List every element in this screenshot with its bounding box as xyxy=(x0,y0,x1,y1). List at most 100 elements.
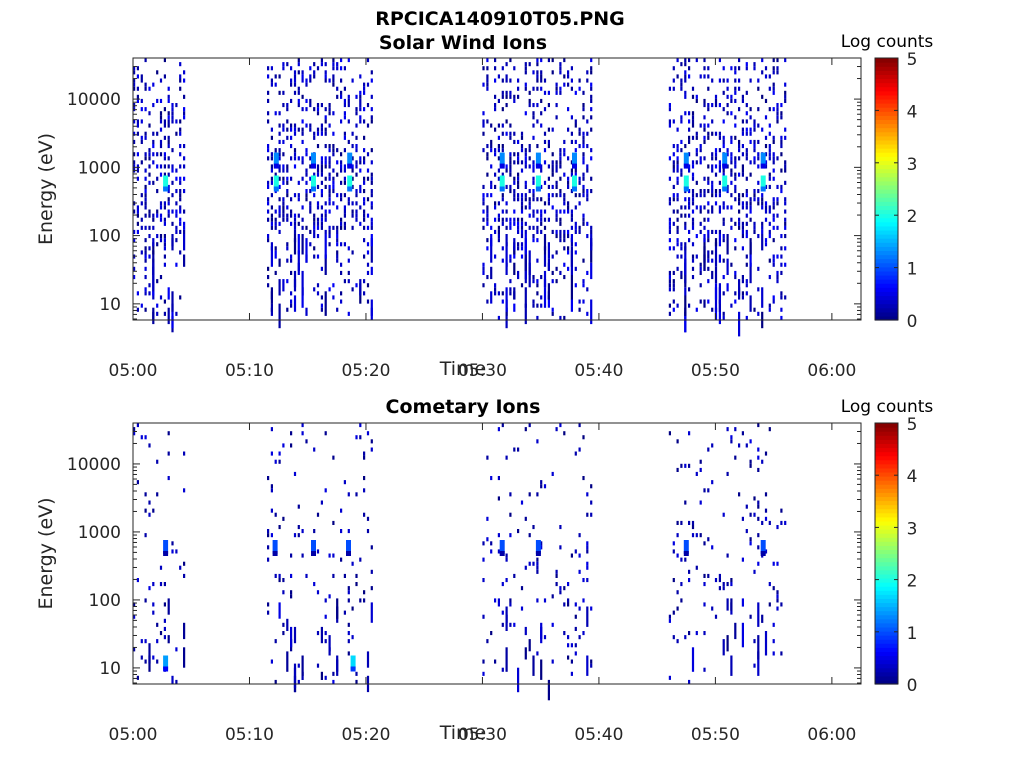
count-cell xyxy=(590,242,593,263)
count-cell xyxy=(551,70,554,75)
count-cell xyxy=(171,234,174,251)
count-cell xyxy=(144,291,147,296)
count-cell xyxy=(772,70,775,75)
count-cell xyxy=(171,164,174,169)
colorbar-swatch xyxy=(875,229,898,235)
count-cell xyxy=(547,201,550,206)
count-cell xyxy=(343,148,346,153)
count-cell xyxy=(136,152,139,157)
count-cell xyxy=(167,139,170,144)
count-cell xyxy=(684,70,687,75)
count-cell xyxy=(316,254,320,259)
count-cell xyxy=(730,439,733,444)
count-cell xyxy=(278,573,281,578)
count-cell xyxy=(532,103,535,108)
colorbar-tick-label: 0 xyxy=(907,312,918,332)
count-cell xyxy=(741,246,744,251)
count-cell xyxy=(672,635,675,640)
count-cell xyxy=(726,205,729,210)
count-cell xyxy=(745,205,748,210)
count-cell xyxy=(332,144,335,149)
count-cell xyxy=(582,107,585,112)
peak-cell xyxy=(760,152,766,167)
count-cell xyxy=(293,123,297,128)
count-cell xyxy=(695,152,698,157)
count-cell xyxy=(745,90,748,95)
colorbar-swatch xyxy=(875,82,898,88)
count-cell xyxy=(688,578,691,583)
count-cell xyxy=(668,287,671,292)
count-cell xyxy=(722,582,725,587)
count-cell xyxy=(183,156,186,161)
count-cell xyxy=(676,148,679,153)
colorbar-swatch xyxy=(875,549,898,555)
count-cell xyxy=(780,144,783,149)
count-cell xyxy=(324,144,327,149)
count-cell xyxy=(691,197,695,202)
count-cell xyxy=(144,58,147,63)
count-cell xyxy=(555,250,558,255)
count-cell xyxy=(578,144,581,149)
count-cell xyxy=(532,225,535,230)
count-cell xyxy=(513,139,516,144)
count-cell xyxy=(699,221,702,226)
count-cell xyxy=(567,229,570,234)
count-cell xyxy=(144,307,147,312)
count-cell xyxy=(784,94,787,99)
count-cell xyxy=(305,78,308,83)
count-cell xyxy=(741,205,744,210)
count-cell xyxy=(684,225,687,230)
count-cell xyxy=(734,98,737,103)
count-cell xyxy=(513,66,516,71)
count-cell xyxy=(772,160,775,165)
count-cell xyxy=(517,217,520,222)
count-cell xyxy=(313,225,316,230)
count-cell xyxy=(163,626,166,631)
count-cell xyxy=(567,234,570,239)
count-cell xyxy=(532,238,535,243)
count-cell xyxy=(144,598,147,603)
count-cell xyxy=(297,504,300,509)
count-cell xyxy=(140,201,143,206)
count-cell xyxy=(167,144,170,149)
count-cell xyxy=(366,225,370,230)
count-cell xyxy=(680,205,683,210)
count-cell xyxy=(574,172,577,177)
count-cell xyxy=(517,86,520,91)
colorbar-swatch xyxy=(875,541,898,546)
count-cell xyxy=(574,193,577,198)
count-cell xyxy=(699,205,702,210)
count-cell xyxy=(551,184,554,189)
count-cell xyxy=(497,98,500,103)
count-cell xyxy=(486,74,489,79)
count-cell xyxy=(316,283,320,288)
count-cell xyxy=(494,217,497,222)
count-cell xyxy=(668,156,671,161)
count-cell xyxy=(370,221,373,226)
count-cell xyxy=(347,201,350,206)
count-cell xyxy=(286,307,289,312)
count-cell xyxy=(726,184,729,189)
count-cell xyxy=(286,246,289,251)
count-cell xyxy=(582,172,585,177)
count-cell xyxy=(768,229,771,234)
count-cell xyxy=(543,270,547,288)
count-cell xyxy=(590,659,593,664)
count-cell xyxy=(543,287,547,308)
count-cell xyxy=(691,217,695,222)
colorbar-swatch xyxy=(875,443,898,449)
count-cell xyxy=(520,197,524,202)
count-cell xyxy=(722,234,725,239)
colorbar-swatch xyxy=(875,184,898,190)
count-cell xyxy=(532,168,535,173)
count-cell xyxy=(267,476,270,481)
count-cell xyxy=(267,545,270,550)
count-cell xyxy=(711,307,714,312)
count-cell xyxy=(267,201,270,206)
count-cell xyxy=(780,602,783,607)
peak-cell xyxy=(760,175,766,190)
count-cell xyxy=(286,193,289,198)
count-cell xyxy=(780,246,783,251)
count-cell xyxy=(320,103,323,108)
count-cell xyxy=(274,270,277,275)
